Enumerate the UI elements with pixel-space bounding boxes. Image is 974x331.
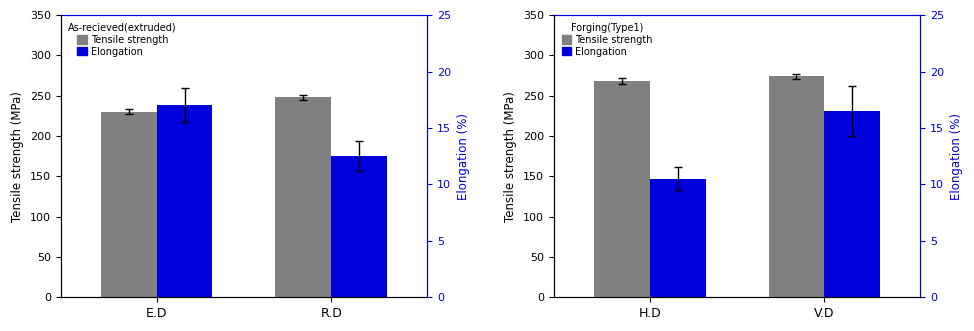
Bar	[276, 97, 331, 297]
Bar	[594, 81, 650, 297]
Y-axis label: Elongation (%): Elongation (%)	[457, 113, 469, 200]
Bar	[157, 105, 212, 297]
Bar	[100, 112, 157, 297]
Bar	[768, 76, 824, 297]
Bar	[824, 111, 880, 297]
Legend: Tensile strength, Elongation: Tensile strength, Elongation	[559, 20, 656, 60]
Y-axis label: Elongation (%): Elongation (%)	[950, 113, 963, 200]
Y-axis label: Tensile strength (MPa): Tensile strength (MPa)	[11, 91, 24, 221]
Legend: Tensile strength, Elongation: Tensile strength, Elongation	[65, 20, 180, 60]
Bar	[650, 179, 706, 297]
Bar	[331, 156, 387, 297]
Y-axis label: Tensile strength (MPa): Tensile strength (MPa)	[505, 91, 517, 221]
